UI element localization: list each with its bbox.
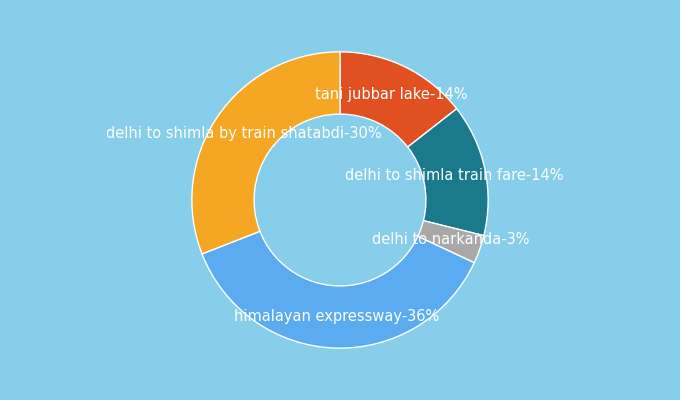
Wedge shape: [202, 231, 474, 348]
Text: tani jubbar lake-14%: tani jubbar lake-14%: [315, 87, 468, 102]
Text: delhi to shimla by train shatabdi-30%: delhi to shimla by train shatabdi-30%: [105, 126, 381, 142]
Wedge shape: [418, 221, 483, 263]
Wedge shape: [340, 52, 457, 147]
Text: himalayan expressway-36%: himalayan expressway-36%: [234, 310, 439, 324]
Wedge shape: [192, 52, 340, 254]
Text: delhi to narkanda-3%: delhi to narkanda-3%: [371, 232, 529, 246]
Text: delhi to shimla train fare-14%: delhi to shimla train fare-14%: [345, 168, 564, 183]
Wedge shape: [408, 109, 488, 236]
